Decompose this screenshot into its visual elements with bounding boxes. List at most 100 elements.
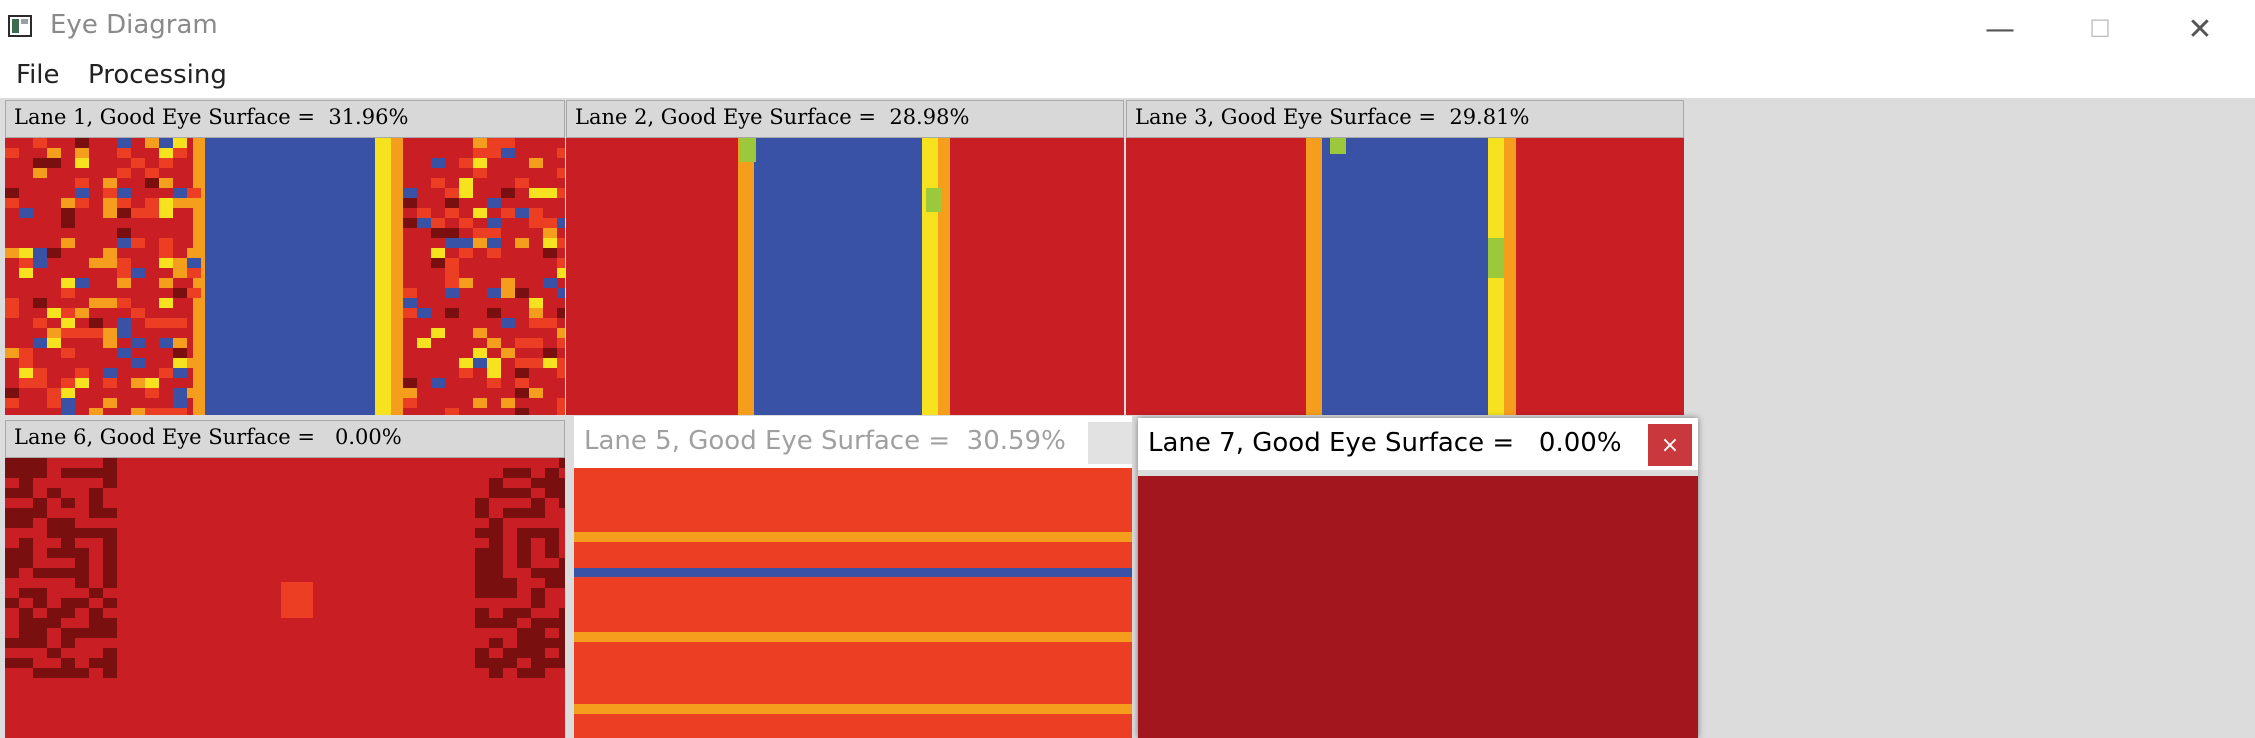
noise-cell	[489, 588, 503, 598]
noise-cell	[75, 328, 89, 338]
lane-1-eye-plot	[5, 138, 565, 415]
noise-cell	[459, 158, 473, 168]
noise-cell	[75, 198, 89, 208]
noise-cell	[89, 498, 103, 508]
lane-5-title: Lane 5, Good Eye Surface = 30.59%	[574, 416, 1132, 468]
lane-3-panel: Lane 3, Good Eye Surface = 29.81%	[1126, 100, 1684, 415]
noise-cell	[529, 338, 543, 348]
noise-cell	[159, 318, 173, 328]
noise-cell	[19, 538, 33, 548]
noise-cell	[459, 218, 473, 228]
noise-cell	[33, 378, 47, 388]
noise-cell	[431, 218, 445, 228]
noise-cell	[19, 628, 33, 638]
lane-7-close-button[interactable]: ×	[1648, 424, 1692, 466]
noise-cell	[473, 158, 487, 168]
menu-file[interactable]: File	[16, 60, 60, 90]
noise-cell	[475, 498, 489, 508]
noise-cell	[61, 278, 75, 288]
noise-cell	[117, 328, 131, 338]
noise-cell	[61, 398, 75, 408]
noise-cell	[431, 228, 445, 238]
lane-7-window: Lane 7, Good Eye Surface = 0.00% ×	[1138, 418, 1698, 738]
noise-cell	[33, 158, 47, 168]
noise-cell	[145, 378, 159, 388]
noise-cell	[47, 148, 61, 158]
noise-cell	[545, 658, 559, 668]
maximize-button[interactable]: ☐	[2089, 15, 2111, 43]
noise-cell	[159, 258, 173, 268]
noise-cell	[159, 138, 173, 148]
noise-cell	[103, 198, 117, 208]
noise-cell	[487, 218, 501, 228]
noise-cell	[445, 238, 459, 248]
noise-cell	[445, 268, 459, 278]
noise-cell	[557, 268, 565, 278]
noise-cell	[103, 548, 117, 558]
noise-cell	[559, 618, 565, 628]
noise-cell	[47, 488, 61, 498]
noise-cell	[487, 138, 501, 148]
noise-cell	[131, 358, 145, 368]
noise-cell	[89, 508, 103, 518]
lane-1-panel: Lane 1, Good Eye Surface = 31.96%	[5, 100, 565, 415]
noise-cell	[145, 178, 159, 188]
lane-3-eye-plot	[1126, 138, 1684, 415]
noise-cell	[487, 378, 501, 388]
noise-cell	[489, 568, 503, 578]
noise-cell	[5, 508, 19, 518]
noise-cell	[61, 548, 75, 558]
noise-cell	[529, 388, 543, 398]
noise-cell	[47, 398, 61, 408]
noise-cell	[5, 188, 19, 198]
noise-cell	[173, 388, 187, 398]
close-button[interactable]: ✕	[2187, 11, 2213, 47]
noise-cell	[531, 508, 545, 518]
noise-cell	[557, 218, 565, 228]
noise-cell	[61, 288, 75, 298]
noise-cell	[19, 508, 33, 518]
noise-cell	[103, 598, 117, 608]
noise-cell	[33, 628, 47, 638]
noise-cell	[543, 218, 557, 228]
noise-cell	[559, 568, 565, 578]
noise-cell	[559, 458, 565, 468]
noise-cell	[173, 188, 187, 198]
menu-processing[interactable]: Processing	[88, 60, 227, 90]
noise-cell	[103, 618, 117, 628]
noise-cell	[5, 388, 19, 398]
noise-cell	[103, 338, 117, 348]
noise-cell	[543, 238, 557, 248]
noise-cell	[473, 358, 487, 368]
noise-cell	[517, 668, 531, 678]
noise-cell	[33, 618, 47, 628]
noise-cell	[515, 408, 529, 415]
noise-cell	[47, 328, 61, 338]
noise-cell	[89, 408, 103, 415]
noise-cell	[117, 198, 131, 208]
noise-cell	[517, 528, 531, 538]
noise-cell	[5, 658, 19, 668]
noise-cell	[417, 218, 431, 228]
minimize-button[interactable]: —	[1985, 11, 2015, 47]
noise-cell	[103, 298, 117, 308]
noise-cell	[159, 278, 173, 288]
noise-cell	[501, 148, 515, 158]
eye-edge-right-outer	[938, 138, 950, 415]
noise-cell	[173, 258, 187, 268]
noise-cell	[159, 248, 173, 258]
noise-cell	[403, 198, 417, 208]
noise-cell	[61, 568, 75, 578]
noise-cell	[33, 248, 47, 258]
noise-cell	[459, 278, 473, 288]
noise-cell	[489, 488, 503, 498]
noise-cell	[61, 668, 75, 678]
noise-cell	[159, 208, 173, 218]
noise-cell	[103, 668, 117, 678]
noise-cell	[431, 258, 445, 268]
lane-5-close-button[interactable]	[1088, 422, 1132, 464]
noise-cell	[47, 338, 61, 348]
noise-cell	[117, 318, 131, 328]
noise-cell	[159, 198, 173, 208]
noise-cell	[75, 548, 89, 558]
